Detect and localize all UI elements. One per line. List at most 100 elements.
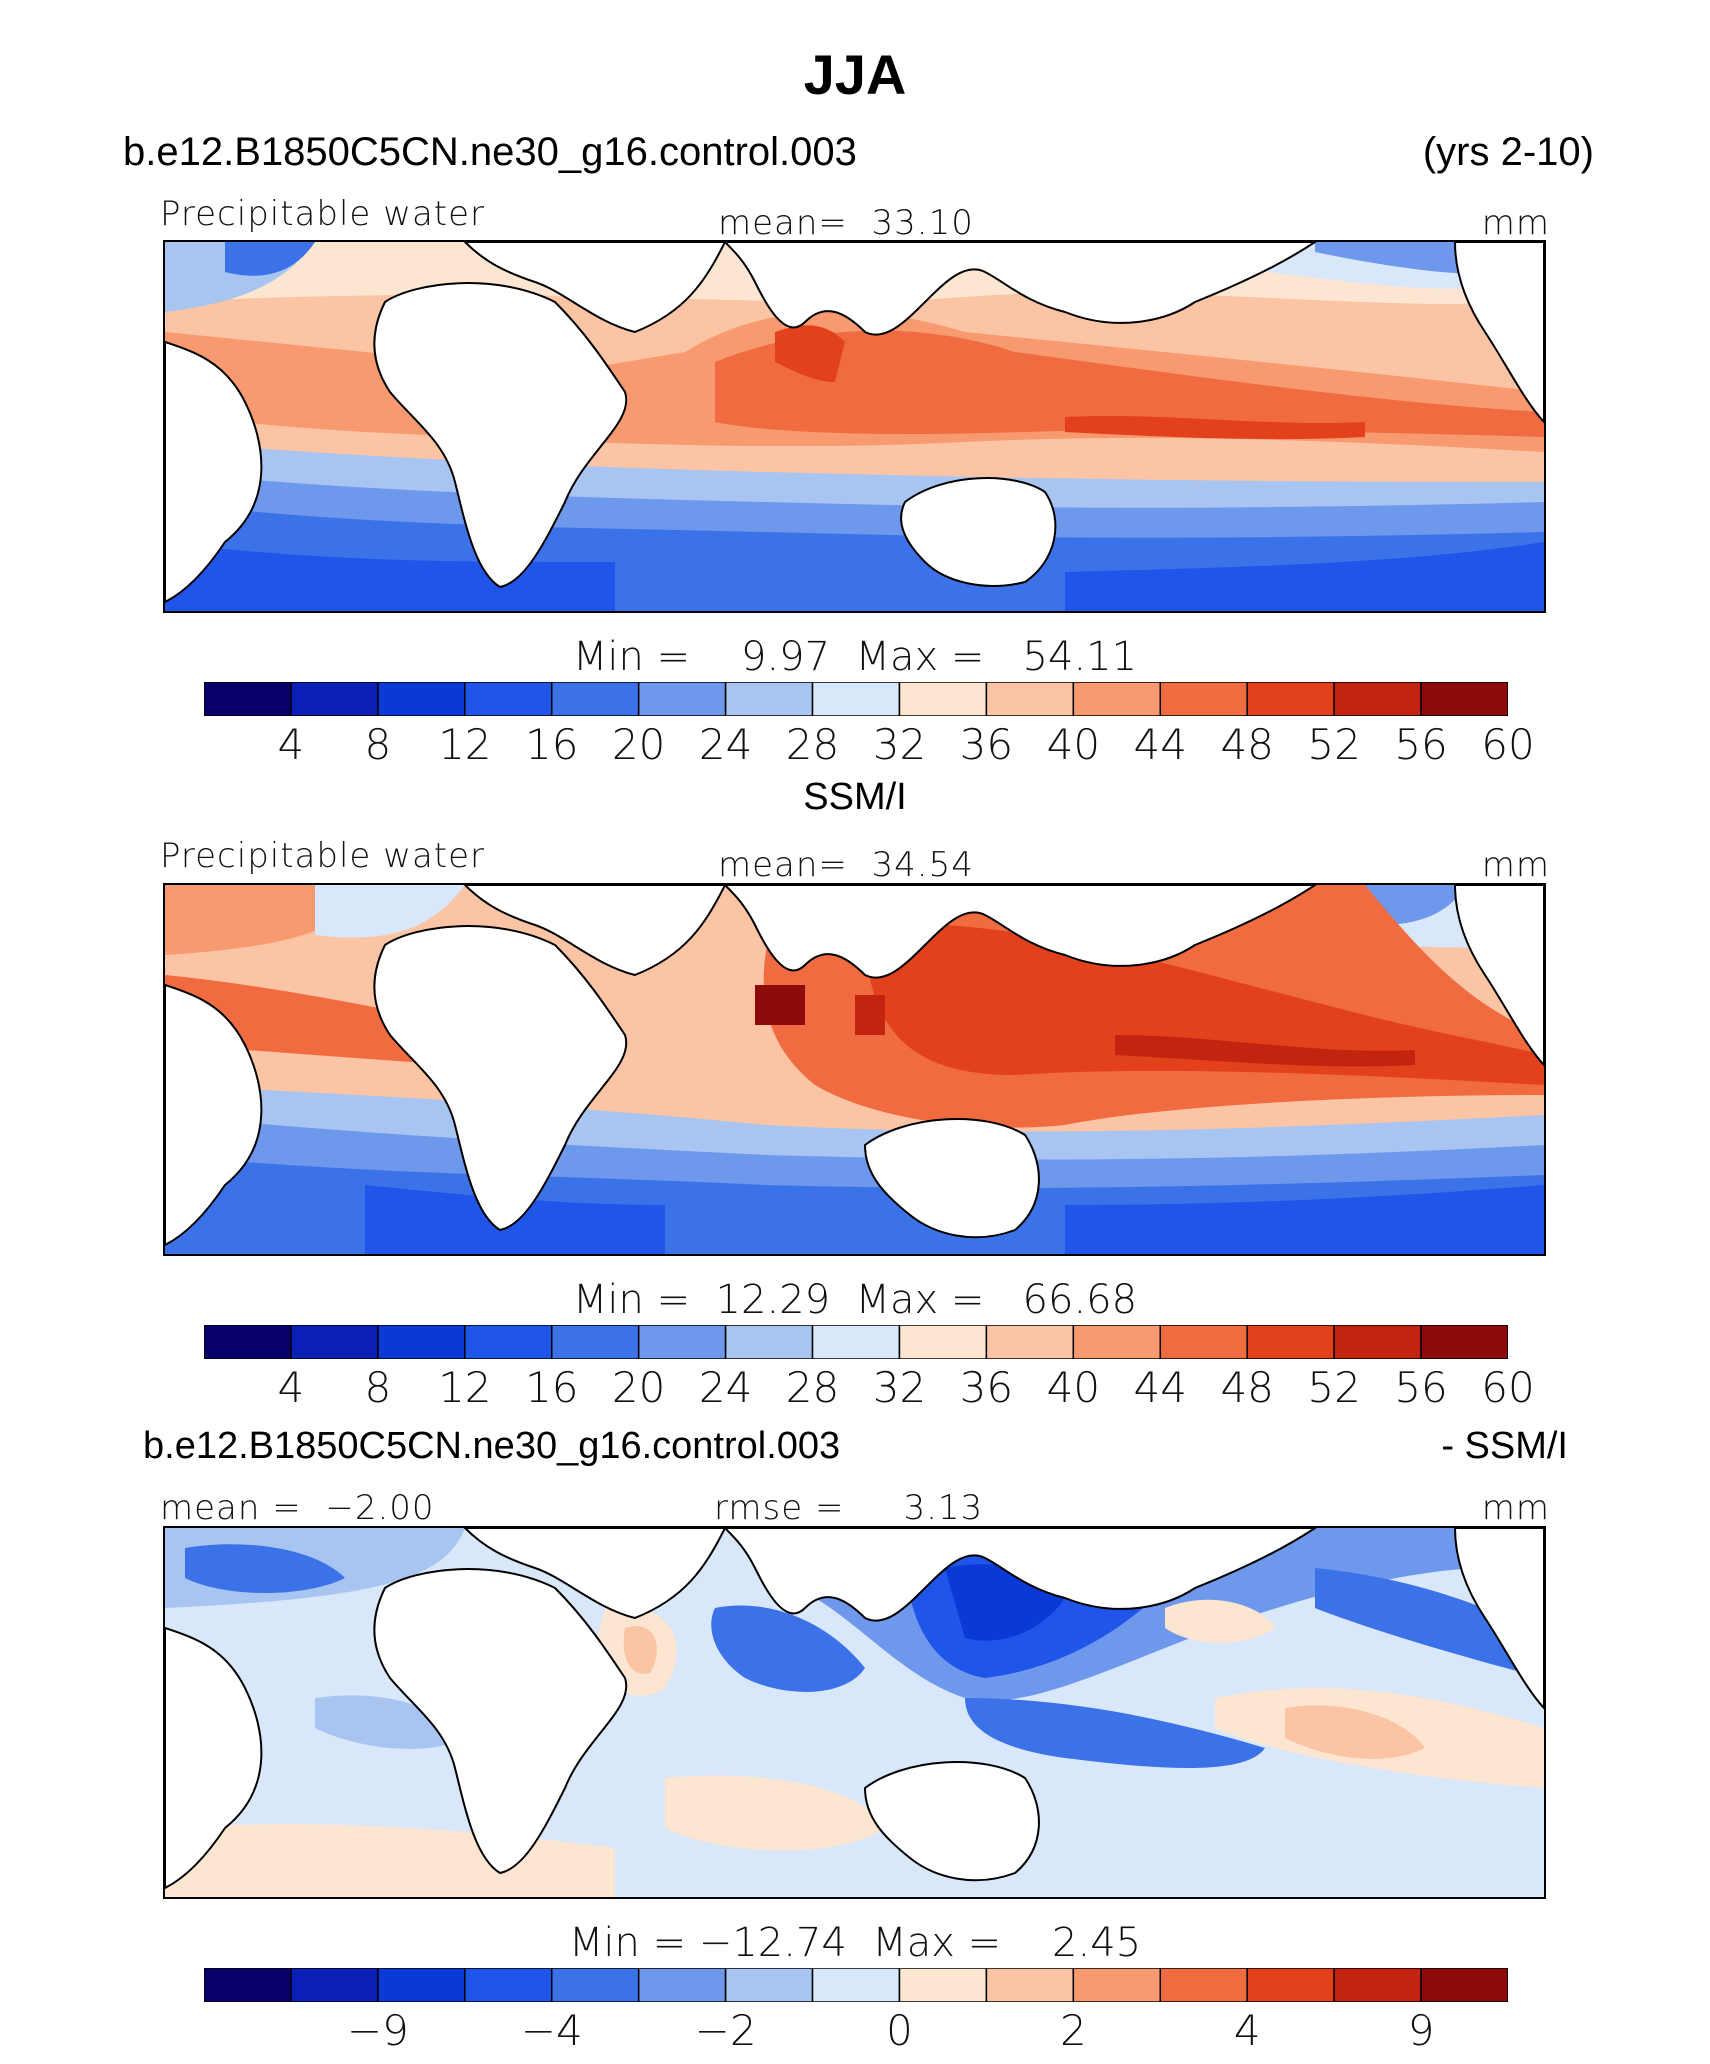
panel2-minmax: Min = 12.29 Max = 66.68	[572, 1277, 1138, 1323]
colorbar-box	[1333, 682, 1422, 716]
colorbar-tick-label: 40	[1046, 1363, 1101, 1412]
colorbar-box	[290, 682, 379, 716]
colorbar-tick-label: −9	[346, 2006, 409, 2055]
colorbar-box	[1420, 682, 1508, 716]
colorbar-tick-label: 32	[872, 1363, 927, 1412]
colorbar-tick-label: 4	[1233, 2006, 1261, 2055]
colorbar-box	[1420, 1968, 1508, 2002]
colorbar-box	[550, 682, 640, 716]
colorbar-tick-label: 4	[277, 1363, 305, 1412]
colorbar-box	[1159, 682, 1248, 716]
colorbar-box	[1333, 1968, 1422, 2002]
panel2-variable-label: Precipitable water	[160, 836, 486, 876]
colorbar-box	[377, 1325, 466, 1359]
colorbar-tick-label: 52	[1307, 720, 1361, 769]
colorbar-tick-label: 48	[1220, 1363, 1274, 1412]
colorbar-box	[724, 1968, 814, 2002]
colorbar-box	[1159, 1968, 1248, 2002]
colorbar-box	[464, 1325, 553, 1359]
colorbar-box	[811, 682, 901, 716]
colorbar-tick-label: 52	[1307, 1363, 1361, 1412]
colorbar-box	[204, 682, 292, 716]
colorbar-tick-label: 0	[886, 2006, 913, 2055]
colorbar-box	[898, 1325, 988, 1359]
panel3-map-field	[165, 1528, 1544, 1897]
colorbar-tick-label: 32	[872, 720, 927, 769]
colorbar-box	[464, 682, 553, 716]
colorbar-tick-label: −2	[694, 2006, 757, 2055]
colorbar-box	[377, 1968, 466, 2002]
panel2-colorbar-ticks: 4 8 12 16 20 24 28 32 36 40 44 48 52 56 60	[204, 1363, 1535, 1412]
panel2-map	[163, 883, 1546, 1256]
panel3-colorbar-ticks: −9 −4 −2 0 2 4 9	[204, 2006, 1508, 2055]
panel1-minmax: Min = 9.97 Max = 54.11	[572, 634, 1138, 680]
colorbar-box	[985, 1968, 1075, 2002]
colorbar-tick-label: 9	[1407, 2006, 1435, 2055]
colorbar-box	[550, 1968, 640, 2002]
colorbar-box	[637, 1968, 727, 2002]
colorbar-tick-label: 60	[1481, 1363, 1535, 1412]
colorbar-tick-label: 8	[364, 1363, 392, 1412]
colorbar-box	[985, 682, 1075, 716]
colorbar-tick-label: 12	[438, 1363, 492, 1412]
colorbar-box	[898, 1968, 988, 2002]
panel1-map	[163, 240, 1546, 613]
colorbar-tick-label: 24	[698, 720, 753, 769]
panel3-colorbar-boxes	[204, 1968, 1508, 2002]
colorbar-tick-label: −4	[520, 2006, 583, 2055]
colorbar-box	[290, 1325, 379, 1359]
panel2-heading: SSM/I	[803, 776, 907, 818]
colorbar-tick-label: 2	[1059, 2006, 1087, 2055]
colorbar-box	[377, 682, 466, 716]
panel3-heading-case: b.e12.B1850C5CN.ne30_g16.control.003	[143, 1425, 841, 1467]
colorbar-box	[724, 682, 814, 716]
colorbar-box	[290, 1968, 379, 2002]
colorbar-box	[1246, 1325, 1335, 1359]
panel3-map	[163, 1526, 1546, 1899]
colorbar-tick-label: 12	[438, 720, 492, 769]
colorbar-box	[1420, 1325, 1508, 1359]
panel2-map-field	[165, 885, 1544, 1254]
colorbar-tick-label: 28	[785, 1363, 840, 1412]
panel3-rmse-label: rmse = 3.13	[714, 1488, 984, 1528]
panel2-colorbar	[204, 1325, 1508, 1359]
colorbar-tick-label: 24	[698, 1363, 753, 1412]
panel1-colorbar-ticks: 4 8 12 16 20 24 28 32 36 40 44 48 52 56 60	[204, 720, 1535, 769]
colorbar-box	[637, 682, 727, 716]
panel1-map-field	[165, 242, 1544, 611]
colorbar-box	[1246, 682, 1335, 716]
colorbar-tick-label: 4	[277, 720, 305, 769]
panel2-units: mm	[1481, 845, 1550, 885]
colorbar-tick-label: 36	[959, 1363, 1014, 1412]
colorbar-box	[637, 1325, 727, 1359]
colorbar-box	[898, 682, 988, 716]
colorbar-box	[550, 1325, 640, 1359]
colorbar-box	[464, 1968, 553, 2002]
colorbar-box	[1072, 682, 1162, 716]
colorbar-tick-label: 56	[1394, 1363, 1448, 1412]
colorbar-tick-label: 44	[1133, 1363, 1187, 1412]
panel3-minmax: Min = −12.74 Max = 2.45	[568, 1920, 1142, 1966]
colorbar-box	[1072, 1325, 1162, 1359]
panel3-heading-obs: - SSM/I	[1441, 1425, 1568, 1467]
colorbar-tick-label: 20	[611, 720, 666, 769]
colorbar-box	[1072, 1968, 1162, 2002]
colorbar-tick-label: 16	[524, 720, 579, 769]
colorbar-box	[1159, 1325, 1248, 1359]
panel1-mean-label: mean= 33.10	[718, 203, 974, 243]
panel3-mean-label: mean = −2.00	[160, 1488, 435, 1528]
case-name: b.e12.B1850C5CN.ne30_g16.control.003	[123, 130, 857, 174]
colorbar-box	[985, 1325, 1075, 1359]
figure-title: JJA	[803, 43, 907, 106]
panel1-colorbar-boxes	[204, 682, 1508, 716]
colorbar-box	[1246, 1968, 1335, 2002]
colorbar-tick-label: 16	[524, 1363, 579, 1412]
colorbar-tick-label: 36	[959, 720, 1014, 769]
panel3-units: mm	[1481, 1488, 1550, 1528]
colorbar-box	[724, 1325, 814, 1359]
colorbar-box	[204, 1325, 292, 1359]
panel1-colorbar	[204, 682, 1508, 716]
colorbar-tick-label: 28	[785, 720, 840, 769]
colorbar-tick-label: 8	[364, 720, 392, 769]
colorbar-box	[811, 1325, 901, 1359]
